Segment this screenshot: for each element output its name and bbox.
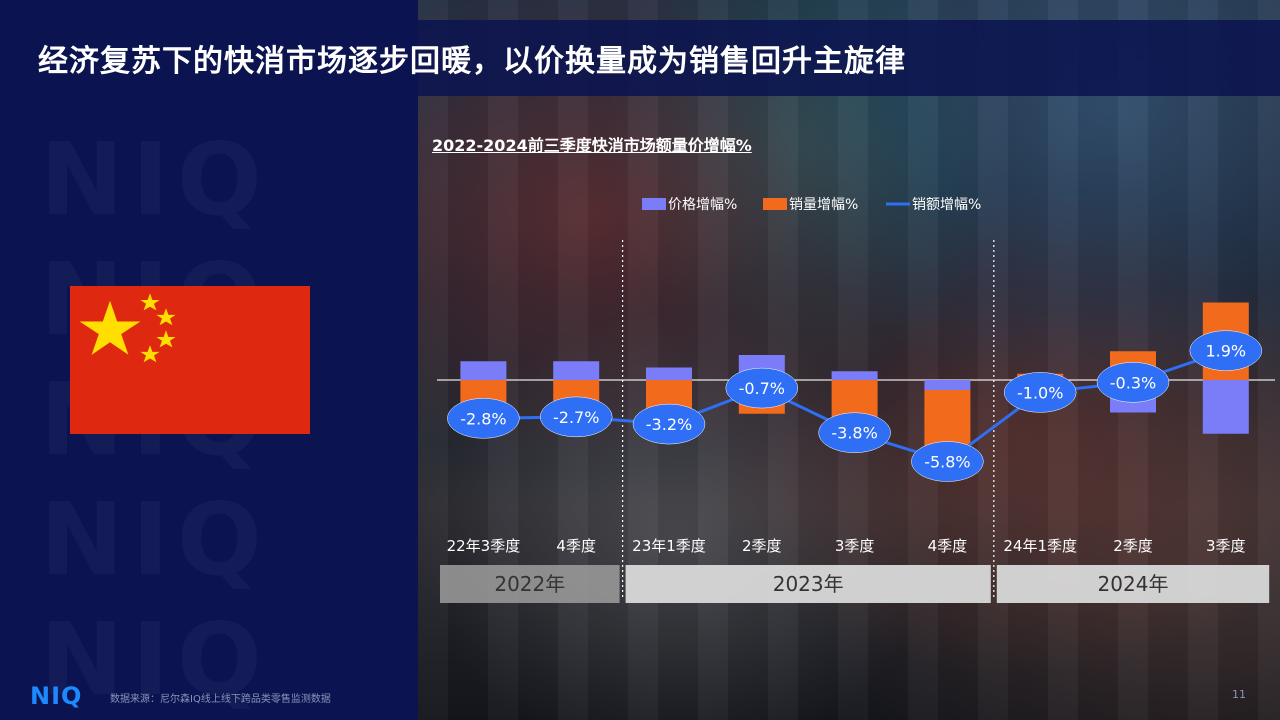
value-label: -3.2% [646,415,692,434]
price-bar [460,361,507,380]
category-label: 23年1季度 [632,537,706,555]
value-point [818,412,891,453]
category-label: 22年3季度 [447,537,521,555]
price-bar [831,371,878,380]
category-label: 2季度 [742,537,782,555]
year-box [996,565,1270,603]
value-point [1189,330,1263,371]
title-band [0,20,1280,96]
data-source-note: 数据来源：尼尔森IQ线上线下跨品类零售监测数据 [110,694,331,705]
category-label: 3季度 [835,537,875,555]
value-label: 1.9% [1205,342,1246,361]
legend-swatch [763,198,787,210]
year-label: 2023年 [773,572,844,596]
legend-label: 销量增幅% [789,197,858,213]
value-label: -2.7% [553,408,599,427]
year-box [625,565,991,603]
category-label: 2季度 [1113,537,1153,555]
category-label: 4季度 [556,537,596,555]
value-point [1003,372,1077,413]
value-label: -0.7% [739,379,785,398]
value-point [725,367,799,409]
value-point [911,441,984,482]
category-label: 24年1季度 [1003,537,1077,555]
legend-label: 价格增幅% [668,197,737,213]
value-point [447,398,520,439]
price-bar [1202,380,1249,434]
legend-label: 销额增幅% [912,197,981,213]
year-label: 2024年 [1098,572,1169,596]
value-label: -0.3% [1110,373,1156,392]
category-label: 4季度 [928,537,968,555]
value-point [539,396,613,438]
price-bar [924,380,971,390]
value-label: -2.8% [460,409,506,428]
china-flag-icon [70,286,310,434]
category-label: 3季度 [1206,537,1246,555]
legend-swatch [642,198,666,210]
year-label: 2022年 [494,572,565,596]
value-label: -1.0% [1017,383,1063,402]
chart-title: 2022-2024前三季度快消市场额量价增幅% [432,136,752,155]
price-bar [646,367,692,380]
page-number: 11 [1232,688,1246,701]
value-point [1096,362,1170,403]
value-label: -5.8% [924,453,970,472]
niq-logo: NIQ [30,682,83,710]
year-box [440,565,620,603]
value-point [632,403,706,445]
value-label: -3.8% [831,424,877,443]
page-title: 经济复苏下的快消市场逐步回暖，以价换量成为销售回升主旋律 [38,44,906,79]
price-bar [553,361,600,380]
